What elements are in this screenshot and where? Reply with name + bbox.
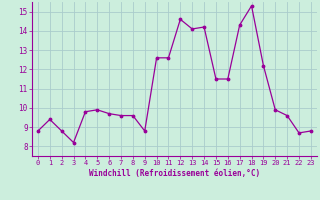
X-axis label: Windchill (Refroidissement éolien,°C): Windchill (Refroidissement éolien,°C)	[89, 169, 260, 178]
